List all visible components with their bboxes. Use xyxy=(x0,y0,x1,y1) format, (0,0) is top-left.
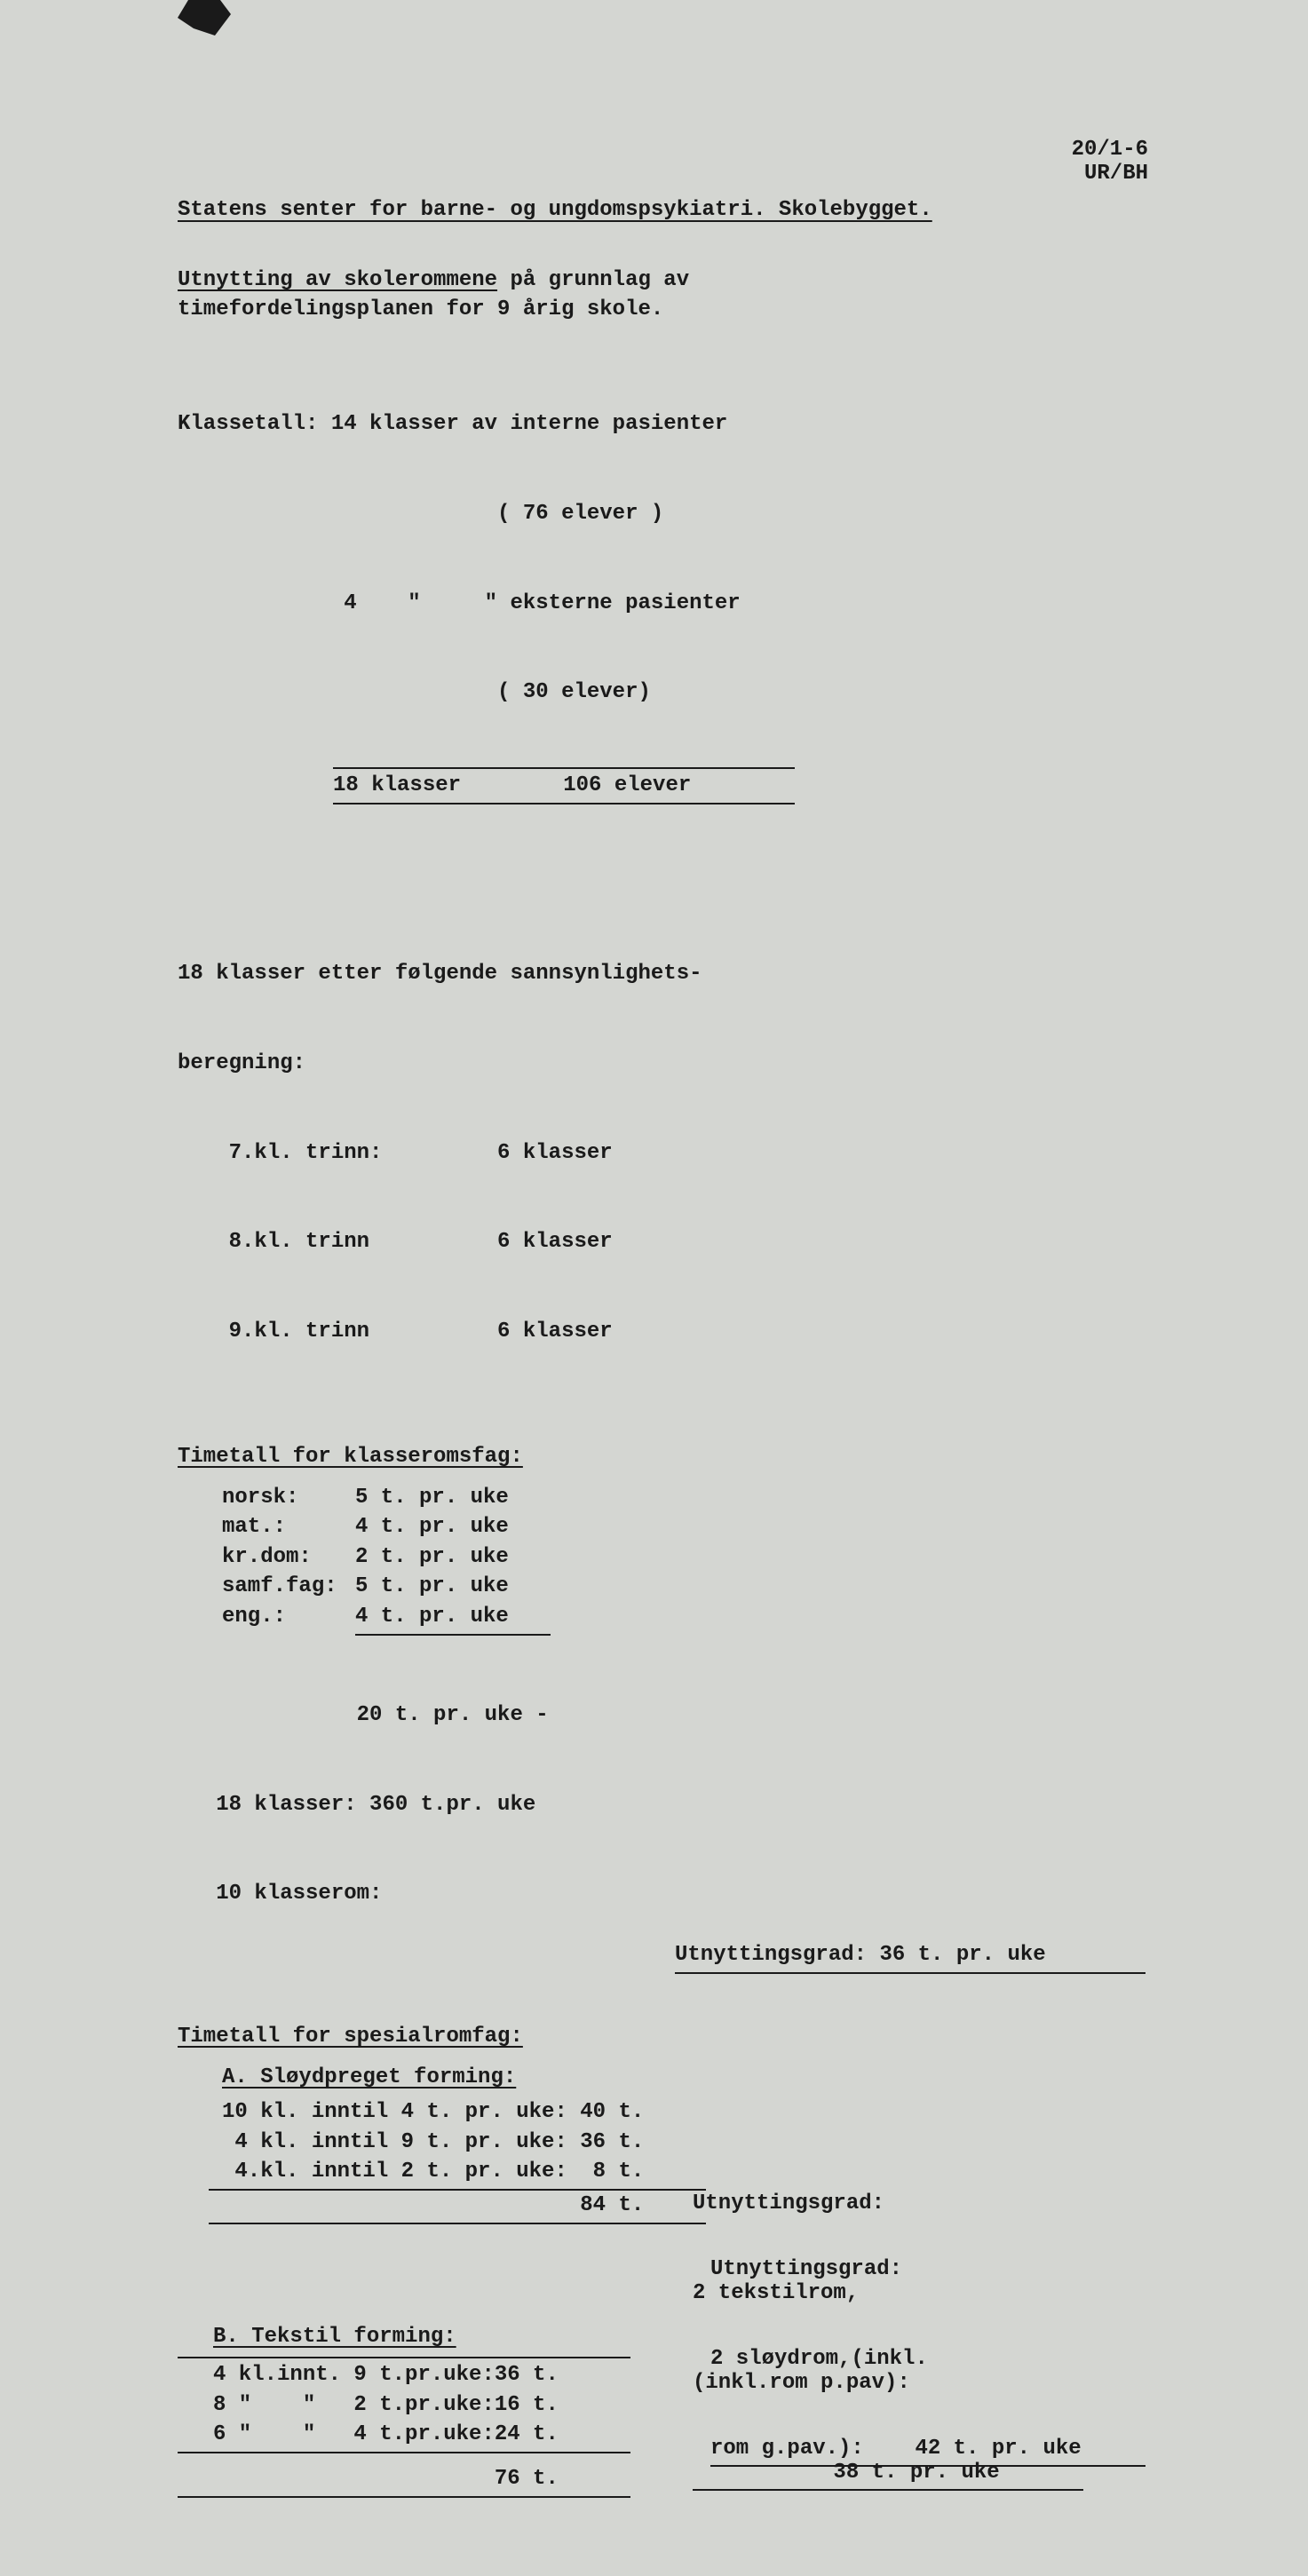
subject-row: samf.fag: 5 t. pr. uke xyxy=(178,1572,1201,1602)
klassetall-l3: 4 " " eksterne pasienter xyxy=(178,589,1201,619)
b-sum: 76 t. xyxy=(178,2464,630,2498)
subject-name: kr.dom: xyxy=(178,1542,355,1573)
timetall-klasserom: Timetall for klasseromsfag: norsk: 5 t. … xyxy=(178,1442,1201,1969)
klassetall-block: Klassetall: 14 klasser av interne pasien… xyxy=(178,350,1201,864)
prob-hdr2: beregning: xyxy=(178,1049,1201,1079)
timetall1-header: Timetall for klasseromsfag: xyxy=(178,1442,1201,1472)
subject-row: mat.: 4 t. pr. uke xyxy=(178,1512,1201,1542)
a-row-1: 10 kl. inntil 4 t. pr. uke: 40 t. xyxy=(178,2097,1201,2128)
subject-row: kr.dom: 2 t. pr. uke xyxy=(178,1542,1201,1573)
klassetall-sum: 18 klasser 106 elever xyxy=(333,767,795,805)
klassetall-l2: ( 76 elever ) xyxy=(178,499,1201,529)
intro-cont: på grunnlag av xyxy=(497,268,689,292)
a-sum: 84 t. xyxy=(209,2191,706,2224)
b-utnytt-2: 2 tekstilrom, xyxy=(693,2279,1083,2309)
prob-r1: 7.kl. trinn: 6 klasser xyxy=(178,1138,1201,1169)
probability-block: 18 klasser etter følgende sannsynlighets… xyxy=(178,900,1201,1407)
document-title: Statens senter for barne- og ungdomspsyk… xyxy=(178,195,1201,226)
timetall1-utnytt: Utnyttingsgrad: 36 t. pr. uke xyxy=(675,1940,1145,1974)
klassetall-l1: Klassetall: 14 klasser av interne pasien… xyxy=(178,409,1201,440)
subject-hours: 4 t. pr. uke xyxy=(355,1512,509,1542)
intro-underlined: Utnytting av skolerommene xyxy=(178,268,497,292)
subject-name: norsk: xyxy=(178,1483,355,1513)
subject-name: eng.: xyxy=(178,1602,355,1636)
section-a-header: A. Sløydpreget forming: xyxy=(178,2063,1201,2093)
b-utnytt-4: 38 t. pr. uke xyxy=(693,2458,1083,2492)
prob-hdr1: 18 klasser etter følgende sannsynlighets… xyxy=(178,959,1201,989)
ref-line-2: UR/BH xyxy=(1072,162,1148,186)
subject-name: mat.: xyxy=(178,1512,355,1542)
timetall2-header: Timetall for spesialromfag: xyxy=(178,2022,1201,2052)
timetall1-sum1: 20 t. pr. uke - xyxy=(178,1700,1201,1731)
intro-block: Utnytting av skolerommene på grunnlag av… xyxy=(178,266,1201,325)
a-row-3: 4.kl. inntil 2 t. pr. uke: 8 t. xyxy=(209,2157,706,2191)
b-row-3: 6 " " 4 t.pr.uke:24 t. xyxy=(178,2420,630,2453)
page-reference: 20/1-6 UR/BH xyxy=(1072,138,1148,186)
prob-r3: 9.kl. trinn 6 klasser xyxy=(178,1317,1201,1347)
timetall1-sum3: 10 klasserom: xyxy=(178,1879,1201,1909)
b-utnytt-3: (inkl.rom p.pav): xyxy=(693,2368,1083,2398)
timetall1-sum2: 18 klasser: 360 t.pr. uke xyxy=(178,1790,1201,1820)
subject-hours: 4 t. pr. uke xyxy=(355,1602,551,1636)
b-utnytt-block: Utnyttingsgrad: 2 tekstilrom, (inkl.rom … xyxy=(693,2129,1083,2550)
b-utnytt-1: Utnyttingsgrad: xyxy=(693,2189,1083,2219)
subject-name: samf.fag: xyxy=(178,1572,355,1602)
subject-row: eng.: 4 t. pr. uke xyxy=(178,1602,1201,1636)
timetall-spesialrom: Timetall for spesialromfag: A. Sløydpreg… xyxy=(178,2022,1201,2498)
b-row-1: 4 kl.innt. 9 t.pr.uke:36 t. xyxy=(178,2357,630,2390)
klassetall-l4: ( 30 elever) xyxy=(178,678,1201,708)
document-page: Statens senter for barne- og ungdomspsyk… xyxy=(0,0,1308,2576)
intro-line2: timefordelingsplanen for 9 årig skole. xyxy=(178,297,663,321)
subject-hours: 2 t. pr. uke xyxy=(355,1542,509,1573)
prob-r2: 8.kl. trinn 6 klasser xyxy=(178,1227,1201,1257)
subject-row: norsk: 5 t. pr. uke xyxy=(178,1483,1201,1513)
ref-line-1: 20/1-6 xyxy=(1072,138,1148,162)
subject-hours: 5 t. pr. uke xyxy=(355,1483,509,1513)
subject-hours: 5 t. pr. uke xyxy=(355,1572,509,1602)
